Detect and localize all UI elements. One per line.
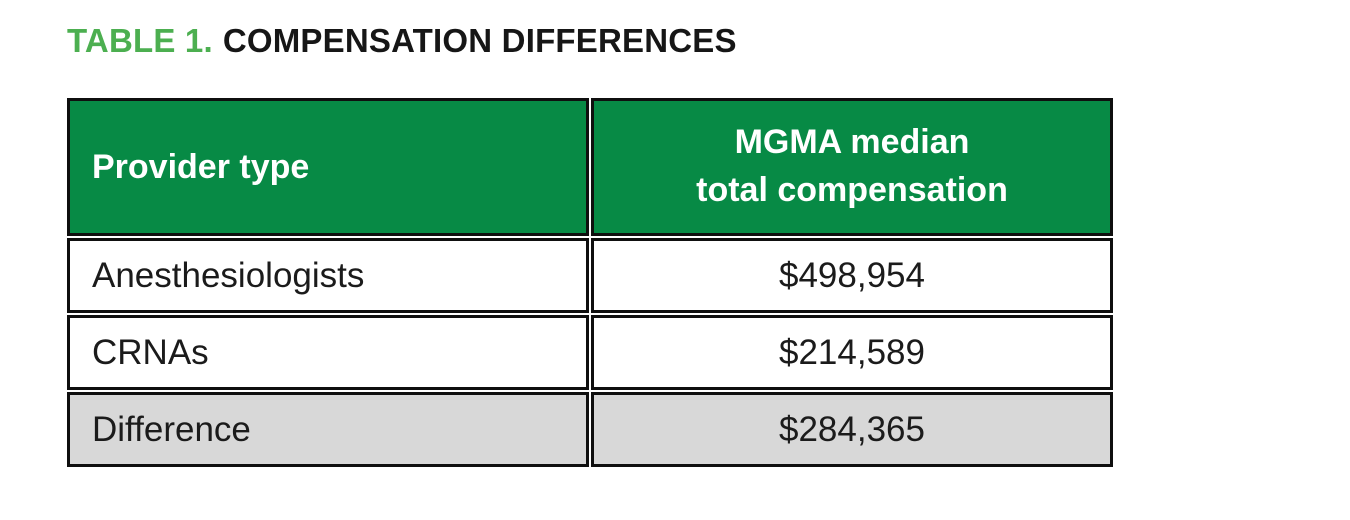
table-row-crnas: CRNAs $214,589	[67, 315, 1113, 390]
provider-cell: CRNAs	[67, 315, 589, 390]
value-cell: $498,954	[591, 238, 1113, 313]
figure-container: TABLE 1. COMPENSATION DIFFERENCES Provide…	[65, 22, 1350, 469]
header-row: Provider type MGMA median total compensa…	[67, 98, 1113, 236]
value-cell: $214,589	[591, 315, 1113, 390]
table-header: Provider type MGMA median total compensa…	[67, 98, 1113, 236]
header-line-2: total compensation	[696, 171, 1008, 209]
table-title: TABLE 1. COMPENSATION DIFFERENCES	[67, 22, 1350, 60]
compensation-table: Provider type MGMA median total compensa…	[65, 96, 1115, 469]
table-body: Anesthesiologists $498,954 CRNAs $214,58…	[67, 238, 1113, 467]
table-title-number: TABLE 1.	[67, 22, 213, 59]
value-cell: $284,365	[591, 392, 1113, 467]
table-row-difference: Difference $284,365	[67, 392, 1113, 467]
provider-cell: Anesthesiologists	[67, 238, 589, 313]
column-header-mgma-median-total-compensation: MGMA median total compensation	[591, 98, 1113, 236]
header-line-1: MGMA median	[734, 123, 970, 162]
table-row-anesthesiologists: Anesthesiologists $498,954	[67, 238, 1113, 313]
table-title-text: COMPENSATION DIFFERENCES	[222, 22, 737, 59]
column-header-provider-type: Provider type	[67, 98, 589, 236]
provider-cell: Difference	[67, 392, 589, 467]
